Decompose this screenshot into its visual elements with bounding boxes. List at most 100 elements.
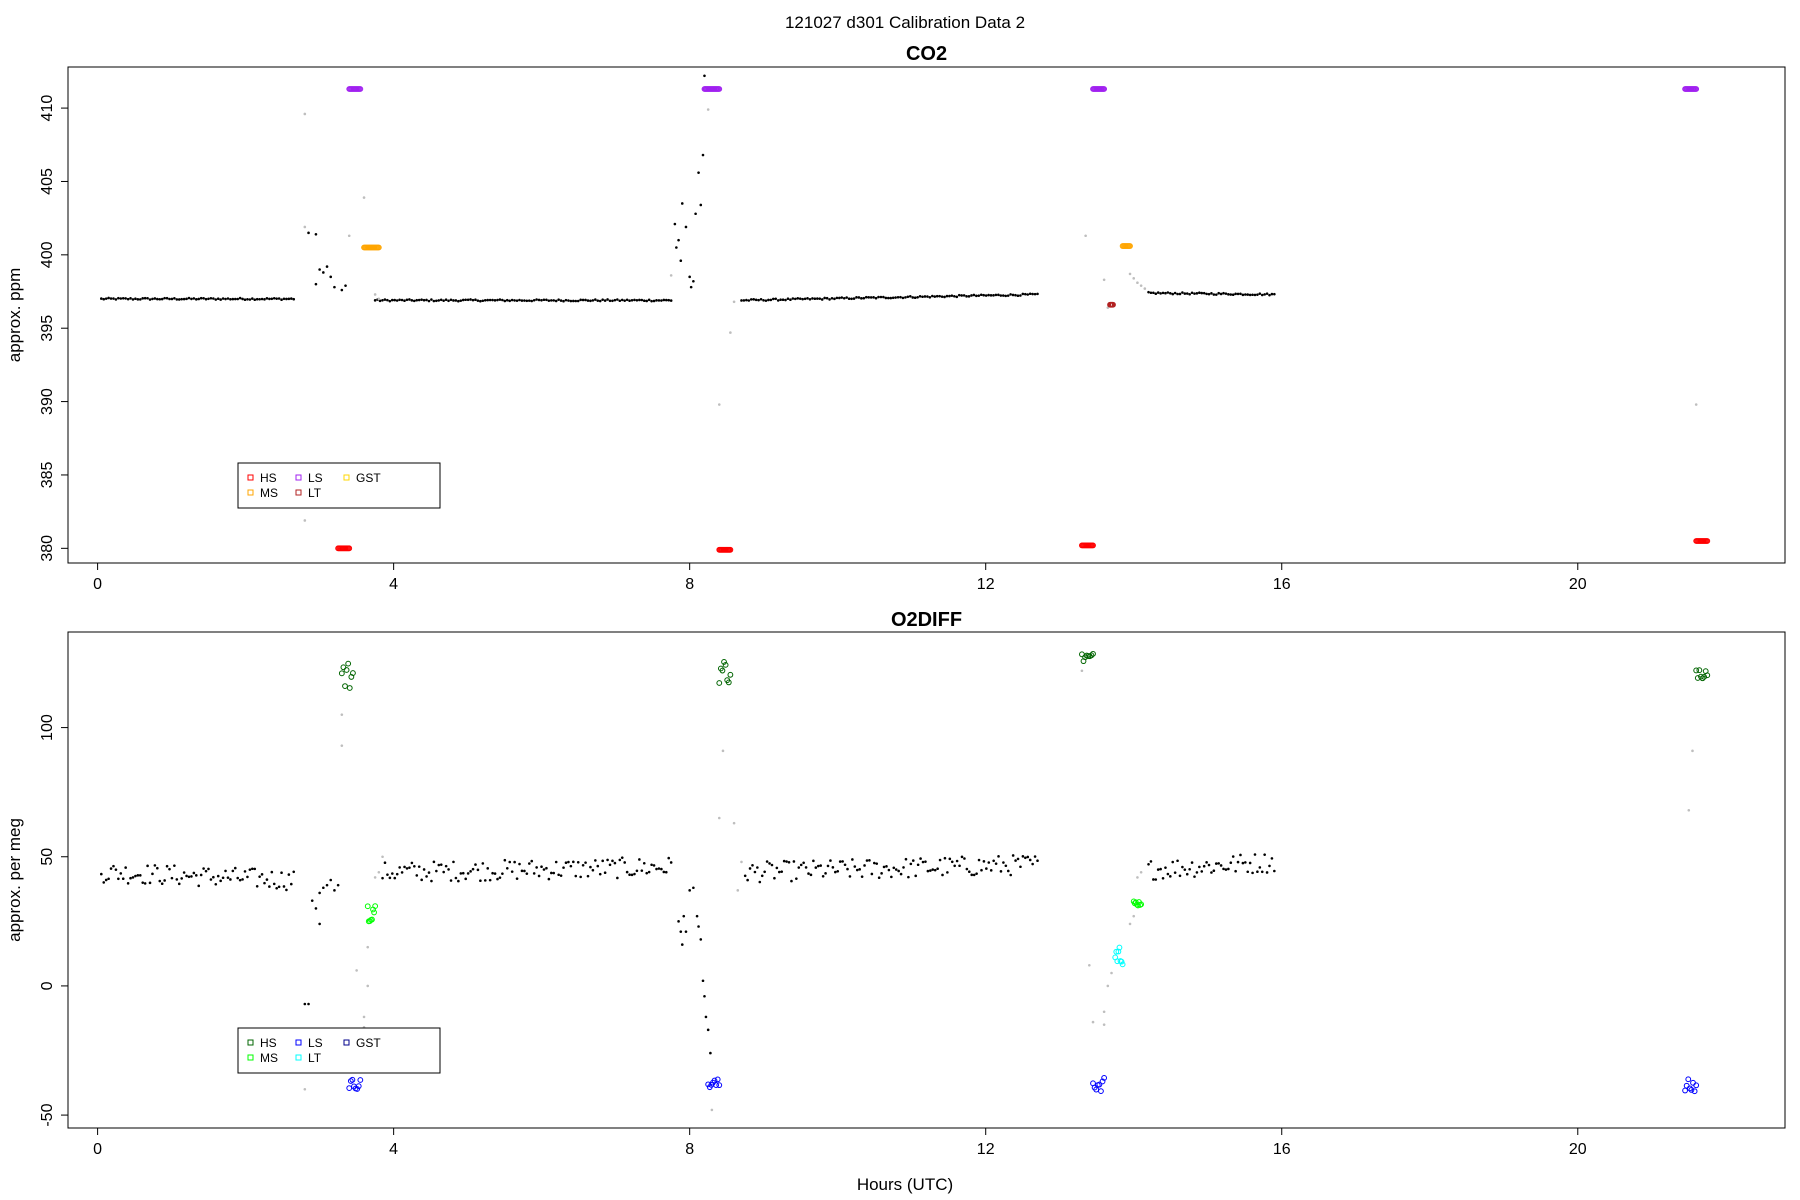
o2diff-sample-point: [751, 863, 754, 867]
o2diff-sample-point: [532, 872, 536, 875]
o2diff-sample-point: [457, 879, 460, 883]
o2diff-sample-point: [965, 867, 969, 871]
o2diff-sample-point: [855, 868, 859, 872]
co2-sample-point: [515, 299, 519, 302]
o2diff-sample-point: [258, 875, 261, 878]
o2diff-sample-point: [1270, 857, 1274, 860]
o2diff-sample-point: [255, 884, 259, 888]
o2diff-sample-point: [400, 871, 404, 874]
co2-sample-point: [940, 295, 944, 298]
o2diff-transition-point: [732, 821, 736, 825]
o2diff-sample-point: [1033, 855, 1037, 858]
o2diff-sample-point: [977, 858, 981, 862]
o2diff-transition-point: [377, 870, 381, 874]
co2-sample-point: [623, 299, 626, 302]
o2diff-sample-point: [812, 859, 815, 863]
co2-sample-point: [173, 296, 176, 300]
co2-transition-point: [1132, 277, 1136, 280]
co2-sample-point: [840, 296, 844, 299]
co2-sample-point: [107, 296, 110, 300]
o2diff-x-tick-label: 12: [977, 1141, 995, 1158]
o2diff-sample-point: [569, 864, 573, 868]
co2-sample-point: [202, 296, 205, 300]
co2-sample-point: [669, 299, 673, 302]
o2diff-sample-point: [126, 882, 130, 885]
o2diff-legend-box: [237, 1027, 441, 1074]
co2-sample-point: [246, 297, 249, 301]
co2-sample-point: [891, 296, 895, 300]
o2diff-sample-point: [1147, 862, 1150, 866]
o2diff-sample-point: [872, 861, 876, 865]
co2-sample-point: [581, 298, 585, 302]
o2diff-sample-point: [921, 860, 925, 864]
o2diff-calibration-lt: [1112, 944, 1126, 968]
o2diff-sample-point: [596, 864, 600, 868]
co2-sample-point: [1200, 291, 1204, 295]
co2-sample-point: [422, 298, 426, 302]
o2diff-sample-point: [388, 876, 392, 880]
o2diff-sample-point: [877, 876, 881, 880]
o2diff-sample-point: [1202, 864, 1206, 868]
co2-sample-point: [187, 296, 191, 300]
o2diff-sample-point: [851, 858, 854, 861]
co2-sample-point: [845, 296, 848, 299]
co2-sample-point: [960, 294, 963, 297]
o2diff-sample-point: [439, 863, 443, 866]
co2-calibration-ms: [361, 244, 382, 251]
o2diff-sample-point: [109, 867, 113, 870]
o2diff-calibration-point: [355, 1083, 362, 1090]
co2-sample-point: [1169, 292, 1172, 295]
o2diff-sample-point: [124, 866, 127, 869]
co2-sample-point: [204, 297, 208, 301]
o2diff-sample-point: [763, 870, 766, 874]
co2-sample-point: [569, 299, 573, 303]
co2-sample-point: [557, 298, 560, 301]
co2-sample-point: [498, 298, 502, 301]
o2diff-sample-point: [199, 873, 203, 877]
co2-sample-point: [272, 296, 276, 300]
o2diff-sample-point: [1273, 869, 1276, 873]
co2-calibration-point: [1693, 86, 1700, 92]
co2-sample-point: [628, 299, 631, 302]
co2-sample-point: [417, 298, 421, 302]
co2-sample-point: [461, 298, 465, 302]
co2-sample-point: [811, 297, 814, 300]
o2diff-sample-point: [432, 860, 436, 864]
o2diff-sample-point: [559, 874, 563, 877]
o2diff-legend-label-ms: MS: [260, 1051, 278, 1065]
o2diff-sample-point: [238, 878, 242, 882]
o2diff-sample-point: [633, 872, 636, 876]
co2-sample-point: [675, 246, 678, 249]
o2diff-sample-point: [292, 870, 296, 874]
co2-sample-point: [1246, 293, 1250, 296]
co2-y-tick-label: 385: [39, 462, 56, 489]
o2diff-sample-point: [476, 868, 480, 872]
o2diff-sample-point: [398, 866, 401, 869]
co2-sample-point: [918, 294, 922, 298]
o2diff-sample-point: [775, 866, 779, 870]
o2diff-sample-point: [282, 885, 286, 888]
co2-sample-point: [479, 299, 482, 303]
o2diff-sample-point: [197, 884, 201, 888]
o2diff-sample-point: [688, 889, 691, 892]
o2diff-sample-point: [425, 875, 428, 878]
o2diff-sample-point: [518, 862, 521, 866]
o2diff-sample-point: [430, 879, 433, 883]
o2diff-calibration-ls: [1090, 1075, 1108, 1095]
co2-sample-point: [955, 295, 959, 299]
o2diff-sample-point: [1217, 862, 1220, 865]
o2diff-sample-point: [486, 867, 490, 870]
o2diff-sample-point: [875, 862, 879, 865]
o2diff-calibration-point: [342, 683, 348, 690]
co2-sample-point: [835, 296, 839, 300]
o2diff-calibration-point: [338, 670, 345, 677]
o2diff-sample-point: [177, 882, 181, 886]
o2diff-sample-point: [270, 870, 274, 874]
co2-sample-point: [221, 297, 225, 300]
o2diff-sample-point: [501, 872, 504, 875]
co2-sample-point: [190, 297, 193, 301]
co2-sample-point: [1171, 292, 1175, 296]
co2-y-axis-label: approx. ppm: [5, 268, 24, 363]
o2diff-sample-point: [405, 867, 409, 870]
o2diff-sample-point: [540, 865, 543, 868]
